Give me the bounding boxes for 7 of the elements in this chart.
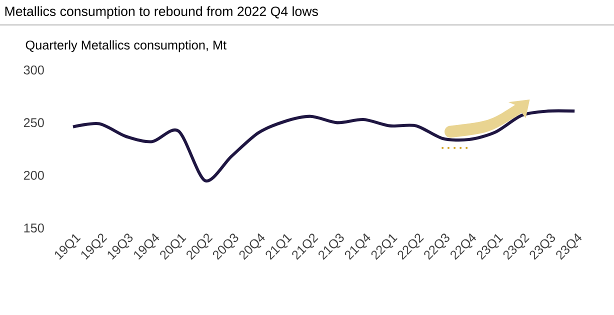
- y-tick-label: 150: [24, 224, 44, 232]
- y-axis-title: Quarterly Metallics consumption, Mt: [26, 40, 226, 52]
- y-tick-label: 250: [24, 118, 44, 128]
- y-tick-label: 200: [24, 170, 44, 180]
- y-tick-label: 300: [24, 66, 44, 74]
- chart-title: Metallics consumption to rebound from 2022 Q4 lows: [5, 6, 318, 19]
- line-series: [71, 109, 576, 182]
